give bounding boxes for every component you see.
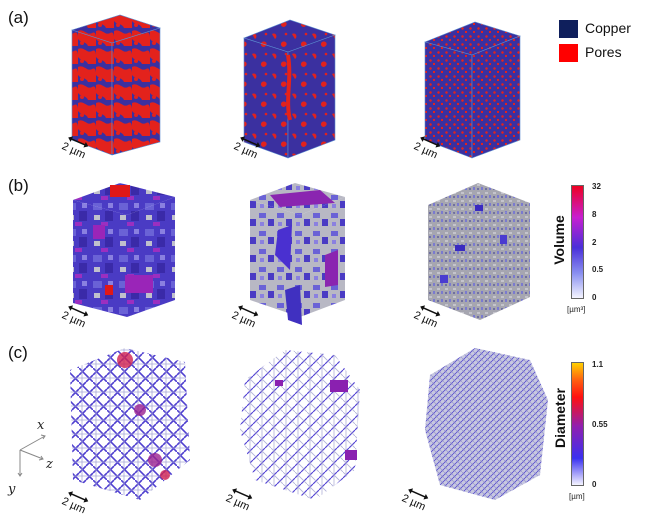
colorbar-diameter [571, 362, 584, 486]
scale-bar-a3: 2 µm [412, 133, 443, 161]
double-arrow-icon [232, 488, 253, 500]
scale-bar-a1: 2 µm [60, 133, 91, 161]
legend-label-pores: Pores [585, 44, 622, 60]
double-arrow-icon [68, 491, 89, 503]
tick-0-5: 0.5 [592, 265, 604, 274]
double-arrow-icon [240, 136, 261, 148]
tick-8: 8 [592, 210, 597, 219]
network-c2-diameter-map [240, 350, 360, 500]
colorbar-unit-diameter: [µm] [569, 492, 585, 501]
cube-a2-copper-pores [243, 19, 336, 159]
axis-label-y: y [8, 482, 16, 497]
legend-swatch-pores [559, 44, 578, 62]
panel-label-a: (a) [8, 8, 29, 27]
tick-1-1: 1.1 [592, 360, 604, 369]
tick-0-55: 0.55 [592, 420, 608, 429]
panel-label-b: (b) [8, 176, 29, 195]
double-arrow-icon [68, 305, 89, 317]
panel-label-c: (c) [8, 343, 28, 362]
cube-a3-copper-pores [424, 21, 521, 159]
scale-bar-c2: 2 µm [224, 485, 255, 513]
double-arrow-icon [420, 136, 441, 148]
cube-b1-volume-map [73, 183, 175, 317]
colorbar-volume [571, 185, 584, 299]
scale-bar-a2: 2 µm [232, 133, 263, 161]
tick-0-diameter: 0 [592, 480, 597, 489]
cube-b3-volume-map [428, 183, 530, 320]
tick-2: 2 [592, 238, 597, 247]
scale-bar-b3: 2 µm [412, 302, 443, 330]
double-arrow-icon [68, 136, 89, 148]
double-arrow-icon [420, 305, 441, 317]
scale-bar-c1: 2 µm [60, 488, 91, 516]
colorbar-title-volume: Volume [551, 215, 567, 265]
double-arrow-icon [408, 488, 429, 500]
axis-label-z: z [46, 457, 53, 472]
legend-swatch-copper [559, 20, 578, 38]
network-c1-diameter-map [70, 348, 190, 500]
axis-label-x: x [37, 418, 45, 433]
network-c3-diameter-map [425, 348, 548, 500]
colorbar-title-diameter: Diameter [552, 388, 568, 448]
colorbar-unit-volume: [µm³] [567, 305, 586, 314]
scale-bar-b1: 2 µm [60, 302, 91, 330]
cube-a1-copper-pores [71, 14, 161, 156]
tick-0: 0 [592, 293, 597, 302]
double-arrow-icon [238, 305, 259, 317]
scale-bar-b2: 2 µm [230, 302, 261, 330]
cube-b2-volume-map [250, 183, 345, 325]
legend-label-copper: Copper [585, 20, 631, 36]
scale-bar-c3: 2 µm [400, 485, 431, 513]
axis-triad [17, 434, 46, 477]
tick-32: 32 [592, 182, 601, 191]
